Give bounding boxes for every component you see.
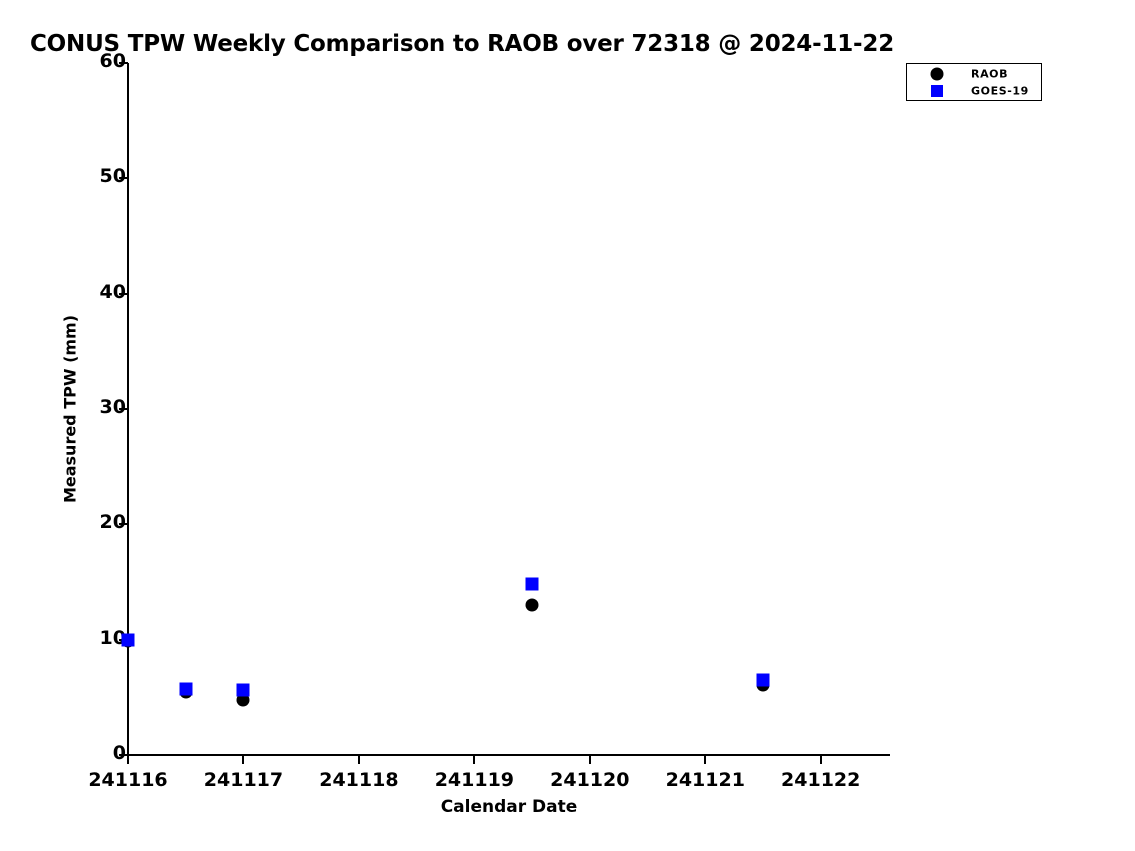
chart-legend: RAOB GOES-19	[906, 63, 1042, 101]
y-tick-mark	[119, 523, 128, 526]
x-tick-label: 241117	[203, 769, 284, 791]
data-point-goes19	[121, 633, 135, 647]
page-title: CONUS TPW Weekly Comparison to RAOB over…	[30, 31, 895, 57]
x-axis-spine	[127, 754, 890, 756]
y-tick-label: 30	[99, 396, 126, 418]
y-tick-label: 50	[99, 165, 126, 188]
y-tick-mark	[119, 292, 128, 295]
x-tick-label: 241121	[665, 769, 745, 791]
data-point-goes19	[525, 577, 539, 591]
x-tick-label: 241118	[319, 769, 399, 791]
legend-label-goes19: GOES-19	[971, 84, 1029, 97]
y-tick-label: 10	[99, 626, 126, 649]
x-tick-label: 241116	[88, 769, 168, 791]
data-point-goes19	[179, 682, 193, 696]
y-axis-label: Measured TPW (mm)	[60, 314, 80, 504]
y-tick-label: 20	[99, 511, 126, 534]
x-tick-mark	[242, 755, 245, 764]
y-tick-mark	[119, 177, 128, 180]
data-point-goes19	[236, 683, 250, 697]
y-tick-mark	[119, 754, 128, 756]
y-axis-spine	[127, 63, 129, 756]
legend-label-raob: RAOB	[971, 67, 1009, 80]
y-tick-label: 40	[99, 280, 126, 303]
x-tick-mark	[588, 755, 591, 764]
x-axis-label: Calendar Date	[440, 797, 578, 817]
y-tick-label: 60	[99, 50, 126, 72]
x-tick-mark	[819, 755, 822, 764]
x-tick-mark	[473, 755, 476, 764]
legend-entry-goes19: GOES-19	[907, 82, 1041, 99]
data-point-raob	[525, 598, 539, 612]
x-tick-mark	[127, 755, 129, 764]
legend-entry-raob: RAOB	[907, 65, 1041, 82]
legend-marker-square-icon	[931, 84, 943, 97]
x-tick-label: 241120	[550, 769, 630, 791]
legend-marker-circle-icon	[930, 67, 944, 80]
x-tick-mark	[357, 755, 360, 764]
x-tick-label: 241122	[781, 769, 861, 791]
y-tick-label: 0	[112, 742, 126, 764]
x-tick-mark	[704, 755, 707, 764]
data-point-goes19	[756, 673, 770, 687]
plot-area: Measured TPW (mm) Calendar Date 0 10 20 30 4…	[61, 50, 890, 817]
y-tick-mark	[119, 62, 128, 64]
x-tick-label: 241119	[434, 769, 515, 791]
y-tick-mark	[119, 408, 128, 410]
